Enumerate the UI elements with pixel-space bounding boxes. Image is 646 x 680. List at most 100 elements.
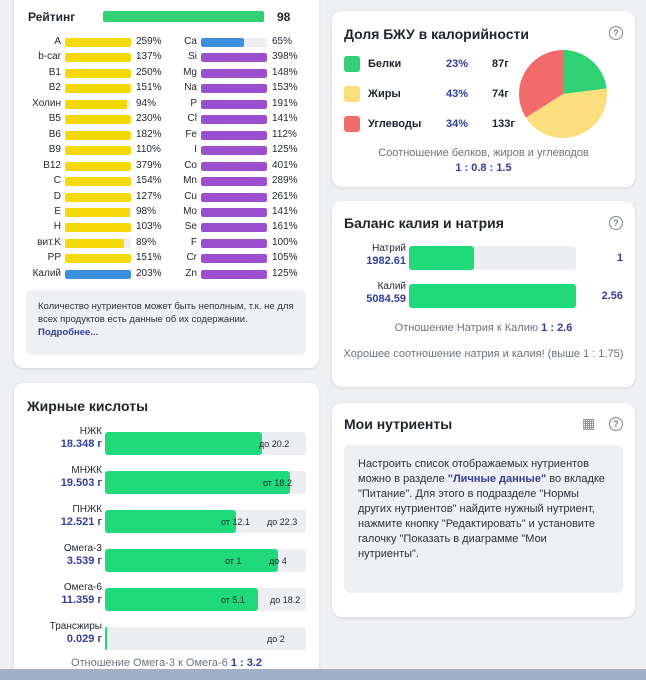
nutrient-bar-fill	[201, 99, 267, 109]
help-icon[interactable]: ?	[609, 216, 623, 230]
nutrient-row: Se 161%	[162, 221, 307, 233]
fatty-acid-name: НЖК	[79, 426, 102, 437]
nutrient-row: Mn 289%	[162, 175, 307, 187]
personal-data-link[interactable]: "Личные данные"	[447, 473, 547, 485]
macro-name: Жиры	[368, 88, 401, 100]
nutrient-name: Mg	[183, 66, 197, 78]
help-icon[interactable]: ?	[609, 26, 623, 40]
nutrient-row: Ca 65%	[162, 36, 307, 48]
bottom-scroll-bar	[0, 669, 646, 680]
macro-row: Белки 23% 87г	[344, 55, 524, 73]
nutrient-bar-track	[65, 84, 131, 94]
macro-percent: 43%	[446, 88, 469, 100]
nutrient-name: D	[53, 190, 61, 202]
macro-color-swatch	[344, 56, 360, 72]
nutrient-bar-fill	[65, 146, 131, 156]
nutrient-name: B12	[43, 159, 61, 171]
nutrient-bar-track	[201, 130, 267, 140]
nutrient-bar-track	[65, 146, 131, 156]
fatty-acid-amount: 11.359 г	[61, 594, 102, 606]
macro-caption: Соотношение белков, жиров и углеводов	[378, 147, 589, 159]
nutrient-bar-track	[65, 207, 131, 217]
nutrient-row: Mo 141%	[162, 206, 307, 218]
nutrient-bar-fill	[65, 84, 131, 94]
nutrient-row: Na 153%	[162, 82, 307, 94]
nutrient-bar-fill	[201, 38, 244, 47]
nutrient-percent: 125%	[272, 144, 298, 156]
nutrient-row: C 154%	[26, 175, 171, 187]
nutrient-bar-track	[201, 84, 267, 94]
fatty-acid-limit: от 12.1	[221, 517, 250, 527]
nutrient-percent: 191%	[272, 97, 298, 109]
nutrient-bar-fill	[201, 192, 267, 202]
fatty-acid-row: ПНЖК 12.521 г от 12.1 до 22.3	[14, 504, 319, 540]
omega-ratio-label: Отношение Омега-3 к Омега-6	[70, 657, 228, 669]
nutrient-name: Mo	[183, 205, 197, 217]
fatty-acid-bar-fill	[105, 432, 262, 455]
fatty-acid-amount: 0.029 г	[66, 633, 102, 645]
nutrient-percent: 398%	[272, 51, 298, 63]
nutrient-name: Co	[184, 159, 197, 171]
nutrient-percent: 127%	[136, 190, 162, 202]
nutrient-bar-track	[65, 115, 131, 125]
nutrient-row: P 191%	[162, 98, 307, 110]
nutrient-bar-track	[201, 238, 267, 248]
nutrient-bar-fill	[65, 99, 128, 109]
nutrient-bar-track	[201, 269, 267, 279]
nutrient-row: Zn 125%	[162, 268, 307, 280]
fatty-acid-bar-fill	[105, 510, 236, 533]
macro-ratio: 1 : 0.8 : 1.5	[455, 162, 512, 174]
nutrient-percent: 261%	[272, 190, 298, 202]
fatty-acid-bar-fill	[105, 627, 107, 650]
nutrient-percent: 289%	[272, 175, 298, 187]
nutrient-name: Fe	[185, 128, 197, 140]
nutrient-bar-track	[201, 99, 267, 109]
nutrient-bar-track	[201, 192, 267, 202]
macro-grams: 87г	[492, 58, 509, 70]
nutrient-name: Cl	[187, 113, 197, 125]
macro-share-card: Доля БЖУ в калорийности ? Белки 23% 87г Жир…	[332, 11, 635, 187]
nutrient-name: вит.K	[37, 236, 61, 248]
kna-title: Баланс калия и натрия	[344, 215, 504, 231]
nutrient-bar-track	[201, 223, 267, 233]
fatty-acid-name: Трансжиры	[49, 621, 102, 632]
nutrient-bar-fill	[201, 115, 267, 125]
nutrient-name: B2	[48, 82, 61, 94]
nutrient-bar-fill	[65, 38, 131, 47]
nutrient-bar-fill	[201, 130, 267, 140]
fatty-acid-amount: 18.348 г	[60, 438, 102, 450]
macro-percent: 23%	[446, 58, 469, 70]
nutrient-percent: 151%	[136, 82, 162, 94]
fatty-acid-limit: до 2	[267, 634, 285, 644]
rating-bar	[103, 11, 264, 22]
fatty-acid-limit-max: до 4	[269, 556, 287, 566]
nutrient-row: Cu 261%	[162, 191, 307, 203]
nutrient-bar-fill	[65, 269, 131, 279]
macro-pie-chart	[519, 50, 607, 139]
nutrient-percent: 125%	[272, 267, 298, 279]
nutrient-row: B9 110%	[26, 144, 171, 156]
help-icon[interactable]: ?	[609, 417, 623, 431]
nutrient-percent: 154%	[136, 175, 162, 187]
my-nutrients-title: Мои нутриенты	[344, 416, 453, 432]
nutrient-name: Si	[188, 51, 197, 63]
nutrient-bar-fill	[65, 238, 124, 248]
nutrient-percent: 105%	[272, 252, 298, 264]
fatty-acid-name: ПНЖК	[72, 504, 102, 515]
nutrient-name: Na	[184, 82, 197, 94]
more-link[interactable]: Подробнее...	[38, 327, 99, 338]
nutrient-bar-fill	[65, 207, 130, 217]
fatty-acid-bar-fill	[105, 588, 258, 611]
fatty-acid-name: МНЖК	[71, 465, 102, 476]
nutrient-percent: 141%	[272, 113, 298, 125]
nutrient-bar-track	[201, 68, 267, 78]
nutrient-bar-track	[65, 99, 131, 109]
fatty-acid-bar-fill	[105, 549, 278, 572]
macro-grams: 74г	[492, 88, 509, 100]
nutrient-bar-fill	[201, 223, 267, 233]
table-icon[interactable]: ▦	[582, 415, 596, 431]
macro-row: Жиры 43% 74г	[344, 85, 524, 103]
nutrient-bar-fill	[65, 130, 131, 140]
nutrient-row: A 259%	[26, 36, 171, 48]
nutrient-name: E	[54, 205, 61, 217]
